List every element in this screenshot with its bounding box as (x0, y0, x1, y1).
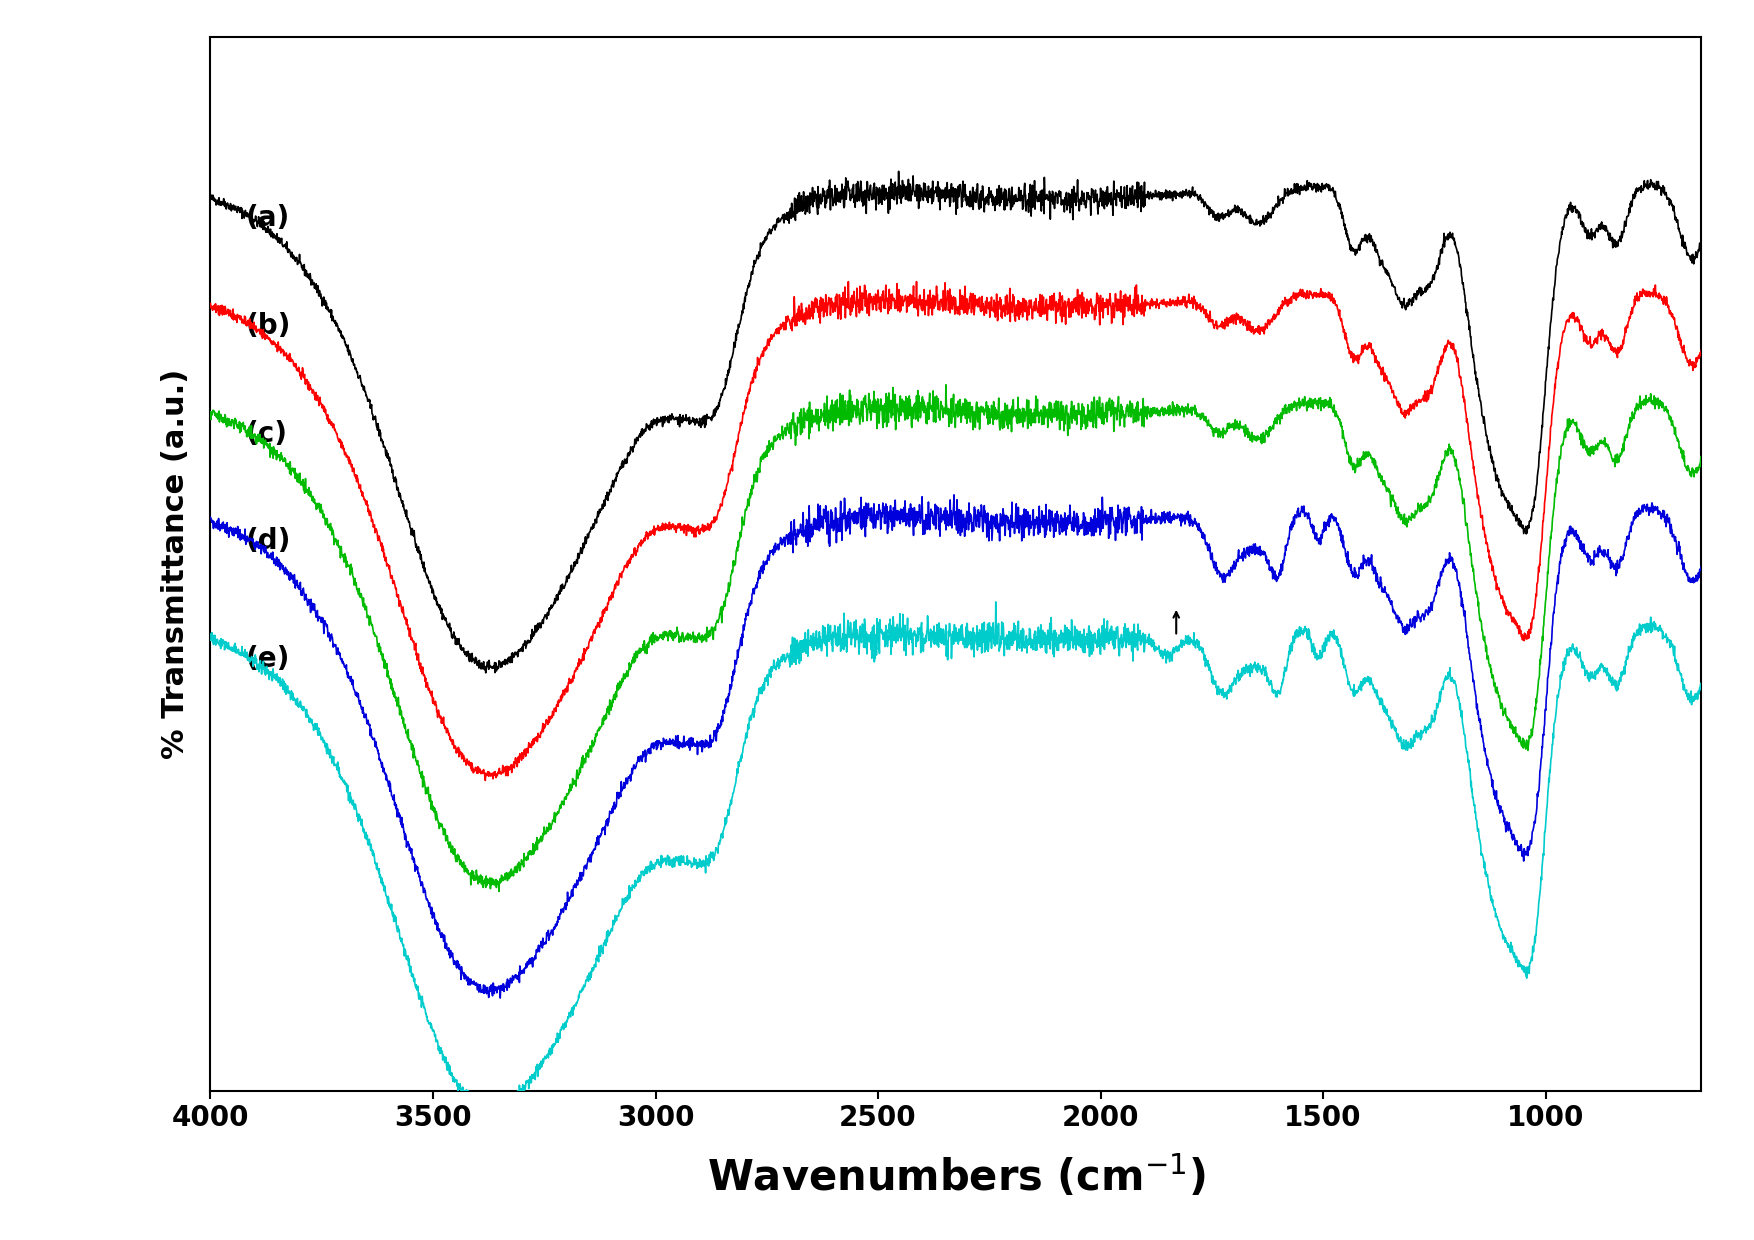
Text: (e): (e) (246, 645, 291, 673)
Text: (c): (c) (246, 419, 288, 448)
Text: (d): (d) (246, 527, 291, 556)
Text: (b): (b) (246, 311, 291, 340)
Y-axis label: % Transmittance (a.u.): % Transmittance (a.u.) (161, 370, 189, 759)
Text: (a): (a) (246, 203, 291, 232)
X-axis label: Wavenumbers (cm$^{-1}$): Wavenumbers (cm$^{-1}$) (707, 1153, 1205, 1200)
